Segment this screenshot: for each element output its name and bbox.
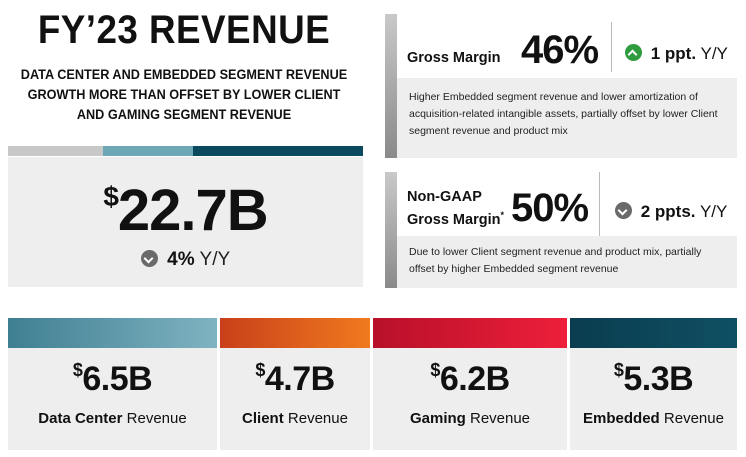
chevron-down-icon (615, 202, 632, 219)
segment-data-center: $6.5B Data Center Revenue (8, 318, 217, 450)
card-divider (611, 22, 612, 72)
card-accent (385, 172, 397, 288)
segment-name: Data Center (38, 410, 123, 427)
segment-color-bar (373, 318, 567, 348)
currency-symbol: $ (72, 360, 83, 380)
segment-amount: 5.3B (623, 360, 694, 398)
currency-symbol: $ (103, 181, 119, 212)
non-gaap-change-value: 2 ppts. (640, 202, 696, 221)
chevron-up-icon (625, 44, 642, 61)
non-gaap-label-text: Gross Margin (407, 211, 501, 228)
chevron-down-icon (140, 250, 158, 267)
total-change-unit: Y/Y (199, 249, 231, 270)
card-accent (385, 14, 397, 158)
segment-value: $6.5B (8, 360, 217, 399)
segment-suffix: Revenue (287, 410, 348, 427)
non-gaap-margin-description: Due to lower Client segment revenue and … (409, 246, 702, 275)
segment-label: Embedded Revenue (570, 410, 737, 427)
segment-name: Gaming (409, 410, 466, 427)
segment-suffix: Revenue (663, 410, 724, 427)
footnote-mark: * (500, 210, 504, 220)
gross-margin-change: 1 ppt. Y/Y (625, 44, 728, 64)
currency-symbol: $ (430, 360, 440, 380)
total-color-bar (8, 146, 363, 156)
gross-margin-description: Higher Embedded segment revenue and lowe… (409, 91, 718, 137)
non-gaap-margin-header: Non-GAAP Gross Margin* 50% 2 ppts. Y/Y (397, 172, 737, 236)
non-gaap-margin-change: 2 ppts. Y/Y (615, 202, 727, 222)
segment-label: Data Center Revenue (8, 410, 217, 427)
currency-symbol: $ (255, 360, 265, 380)
gross-margin-value: 46% (521, 28, 599, 72)
segment-gaming: $6.2B Gaming Revenue (373, 318, 567, 450)
total-revenue-card: $22.7B 4% Y/Y (8, 157, 363, 287)
gross-margin-header: Gross Margin 46% 1 ppt. Y/Y (397, 14, 737, 78)
gross-margin-card: Gross Margin 46% 1 ppt. Y/Y Higher Embed… (385, 14, 737, 158)
segment-label: Gaming Revenue (373, 410, 567, 427)
segment-embedded: $5.3B Embedded Revenue (570, 318, 737, 450)
segment-suffix: Revenue (469, 410, 531, 427)
segment-client: $4.7B Client Revenue (220, 318, 370, 450)
total-amount: 22.7B (117, 178, 269, 243)
non-gaap-label-line1: Non-GAAP (407, 189, 482, 205)
non-gaap-label-line2: Gross Margin* (407, 206, 504, 229)
subtitle-line: GROWTH MORE THAN OFFSET BY LOWER CLIENT (27, 87, 341, 102)
card-divider (599, 172, 600, 236)
subtitle-line: DATA CENTER AND EMBEDDED SEGMENT REVENUE (20, 67, 348, 82)
segment-amount: 4.7B (264, 360, 335, 398)
segment-name: Client (242, 410, 284, 427)
segment-amount: 6.5B (82, 360, 153, 398)
segment-suffix: Revenue (126, 410, 187, 427)
segment-amount: 6.2B (439, 360, 510, 398)
segment-color-bar (8, 318, 217, 348)
segment-revenue-row: $6.5B Data Center Revenue $4.7B Client R… (8, 318, 737, 450)
non-gaap-margin-value: 50% (511, 186, 589, 230)
segment-name: Embedded (583, 410, 660, 427)
segment-label: Client Revenue (220, 410, 370, 427)
gross-margin-change-unit: Y/Y (700, 44, 728, 63)
gross-margin-change-value: 1 ppt. (650, 44, 697, 63)
total-change-percent: 4% (167, 249, 195, 270)
segment-value: $6.2B (373, 360, 567, 399)
segment-color-bar (220, 318, 370, 348)
segment-value: $5.3B (570, 360, 737, 399)
subtitle-line: AND GAMING SEGMENT REVENUE (76, 107, 292, 122)
bar-segment-gray (8, 146, 103, 156)
gross-margin-label: Gross Margin (407, 50, 501, 66)
bar-segment-navy (193, 146, 363, 156)
segment-color-bar (570, 318, 737, 348)
non-gaap-change-unit: Y/Y (699, 202, 728, 221)
page-subtitle: DATA CENTER AND EMBEDDED SEGMENT REVENUE… (19, 65, 350, 125)
total-change: 4% Y/Y (8, 249, 363, 271)
non-gaap-margin-label: Non-GAAP Gross Margin* (407, 188, 504, 229)
bar-segment-teal (103, 146, 193, 156)
non-gaap-margin-card: Non-GAAP Gross Margin* 50% 2 ppts. Y/Y D… (385, 172, 737, 288)
page-title: FY’23 REVENUE (37, 8, 331, 52)
segment-value: $4.7B (220, 360, 370, 399)
total-revenue-value: $22.7B (8, 177, 363, 244)
currency-symbol: $ (613, 360, 624, 380)
